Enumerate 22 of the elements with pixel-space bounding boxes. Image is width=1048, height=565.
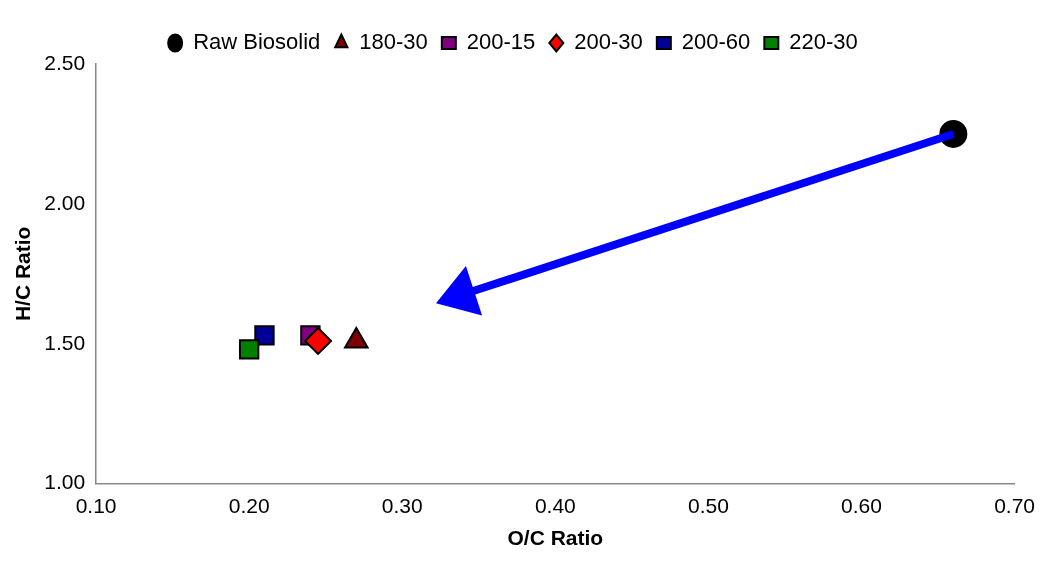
point: [238, 339, 260, 360]
legend-label: 180-30: [359, 29, 428, 55]
x-tick-label: 0.60: [841, 494, 882, 517]
legend-label: 200-60: [681, 29, 751, 55]
y-axis-title: H/C Ratio: [11, 226, 35, 322]
x-tick-label: 0.50: [687, 494, 729, 517]
y-tick-label: 1.50: [44, 330, 86, 354]
x-tick-label: 0.10: [75, 494, 117, 517]
legend-label: Raw Biosolid: [193, 29, 321, 55]
legend-label: 200-15: [466, 29, 536, 55]
x-tick-label: 0.20: [228, 494, 270, 517]
point: [254, 325, 275, 346]
point: [304, 326, 333, 355]
y-tick-label: 2.50: [44, 50, 86, 74]
y-tick-label: 2.00: [44, 190, 86, 214]
x-tick-label: 0.70: [994, 494, 1035, 517]
y-tick-label: 1.00: [44, 470, 86, 494]
legend-label: 220-30: [789, 29, 858, 55]
legend-label: 200-30: [574, 29, 643, 55]
x-axis-title: O/C Ratio: [507, 526, 604, 550]
x-tick-label: 0.30: [381, 494, 423, 517]
x-tick-label: 0.40: [534, 494, 576, 517]
